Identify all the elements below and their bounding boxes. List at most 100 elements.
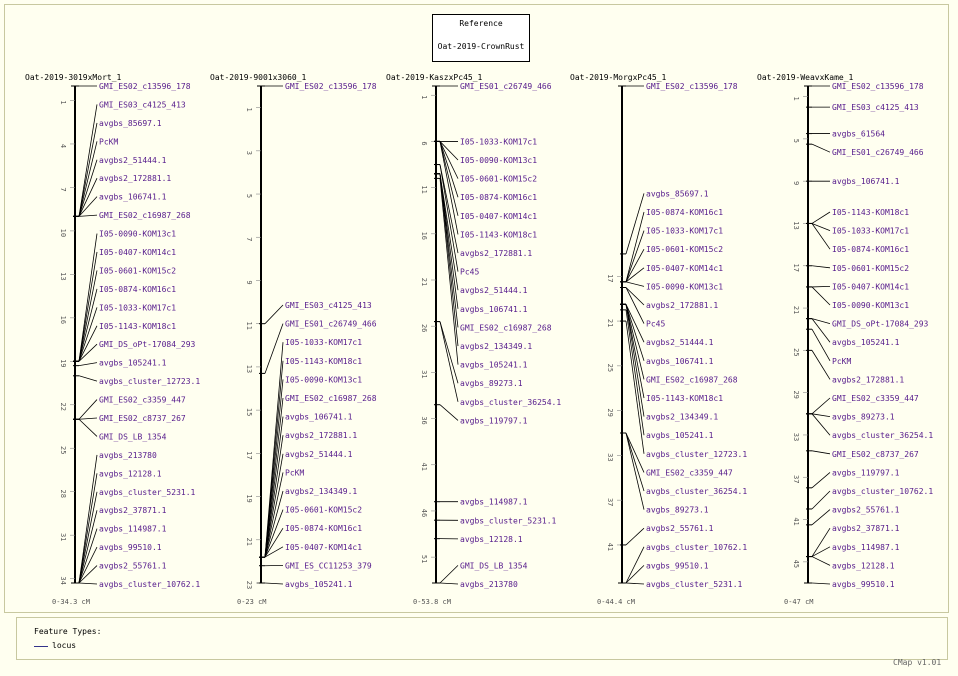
feature-label[interactable]: I05-0874-KOM16c1 (99, 285, 176, 294)
feature-label[interactable]: avgbs2_55761.1 (646, 524, 714, 533)
feature-label[interactable]: I05-1143-KOM18c1 (646, 394, 723, 403)
feature-label[interactable]: avgbs_105241.1 (285, 580, 353, 589)
feature-label[interactable]: GMI_ES03_c4125_413 (832, 103, 919, 112)
feature-label[interactable]: avgbs_106741.1 (460, 305, 528, 314)
feature-label[interactable]: I05-1143-KOM18c1 (832, 208, 909, 217)
feature-label[interactable]: avgbs_106741.1 (99, 193, 167, 202)
feature-label[interactable]: avgbs_106741.1 (646, 357, 714, 366)
feature-label[interactable]: GMI_ES02_c8737_267 (832, 450, 919, 459)
feature-label[interactable]: avgbs_cluster_12723.1 (646, 450, 747, 459)
feature-label[interactable]: avgbs_85697.1 (99, 119, 162, 128)
feature-label[interactable]: avgbs_99510.1 (646, 561, 709, 570)
feature-label[interactable]: I05-0407-KOM14c1 (99, 248, 176, 257)
feature-label[interactable]: I05-0090-KOM13c1 (460, 156, 537, 165)
feature-label[interactable]: avgbs2_51444.1 (99, 156, 167, 165)
feature-label[interactable]: I05-0090-KOM13c1 (832, 301, 909, 310)
feature-label[interactable]: I05-0407-KOM14c1 (832, 282, 909, 291)
feature-label[interactable]: avgbs_105241.1 (646, 431, 714, 440)
map-title[interactable]: Oat-2019-KaszxPc45_1 (386, 73, 483, 82)
feature-label[interactable]: avgbs_119797.1 (460, 416, 528, 425)
feature-label[interactable]: GMI_ES02_c13596_178 (285, 82, 377, 91)
feature-label[interactable]: avgbs2_51444.1 (460, 286, 528, 295)
feature-label[interactable]: avgbs_89273.1 (460, 379, 523, 388)
feature-label[interactable]: avgbs_106741.1 (285, 413, 353, 422)
feature-label[interactable]: avgbs_105241.1 (832, 338, 900, 347)
map-title[interactable]: Oat-2019-MorgxPc45_1 (570, 73, 667, 82)
feature-label[interactable]: avgbs2_55761.1 (99, 562, 167, 571)
feature-label[interactable]: avgbs_99510.1 (832, 580, 895, 589)
feature-label[interactable]: I05-1033-KOM17c1 (646, 227, 723, 236)
feature-label[interactable]: avgbs_89273.1 (832, 413, 895, 422)
feature-label[interactable]: avgbs2_172881.1 (646, 301, 718, 310)
feature-label[interactable]: I05-0407-KOM14c1 (285, 543, 362, 552)
feature-label[interactable]: GMI_ES02_c3359_447 (99, 396, 186, 405)
feature-label[interactable]: avgbs_cluster_10762.1 (99, 580, 200, 589)
feature-label[interactable]: GMI_ES02_c16987_268 (285, 394, 377, 403)
feature-label[interactable]: I05-0601-KOM15c2 (99, 266, 176, 275)
feature-label[interactable]: I05-0601-KOM15c2 (646, 245, 723, 254)
feature-label[interactable]: I05-0601-KOM15c2 (832, 264, 909, 273)
feature-label[interactable]: GMI_DS_LB_1354 (460, 561, 528, 570)
feature-label[interactable]: GMI_ES01_c26749_466 (832, 148, 924, 157)
feature-label[interactable]: GMI_DS_oPt-17084_293 (832, 320, 929, 329)
feature-label[interactable]: I05-1143-KOM18c1 (460, 230, 537, 239)
feature-label[interactable]: avgbs_85697.1 (646, 189, 709, 198)
feature-label[interactable]: GMI_ES01_c26749_466 (285, 320, 377, 329)
feature-label[interactable]: GMI_ES02_c13596_178 (99, 82, 191, 91)
feature-label[interactable]: avgbs_105241.1 (460, 361, 528, 370)
feature-label[interactable]: I05-0601-KOM15c2 (460, 175, 537, 184)
feature-label[interactable]: avgbs_cluster_10762.1 (832, 487, 933, 496)
feature-label[interactable]: PcKM (285, 468, 304, 477)
map-title[interactable]: Oat-2019-3019xMort_1 (25, 73, 122, 82)
feature-label[interactable]: I05-1143-KOM18c1 (285, 357, 362, 366)
feature-label[interactable]: Pc45 (460, 268, 479, 277)
feature-label[interactable]: GMI_ES02_c3359_447 (646, 468, 733, 477)
feature-label[interactable]: I05-0090-KOM13c1 (99, 230, 176, 239)
feature-label[interactable]: avgbs2_55761.1 (832, 506, 900, 515)
feature-label[interactable]: I05-1033-KOM17c1 (285, 338, 362, 347)
feature-label[interactable]: avgbs_12128.1 (832, 561, 895, 570)
feature-label[interactable]: PcKM (832, 357, 851, 366)
reference-map-box[interactable]: Reference Oat-2019-CrownRust (432, 14, 530, 62)
feature-label[interactable]: GMI_ES02_c13596_178 (832, 82, 924, 91)
feature-label[interactable]: avgbs_cluster_5231.1 (646, 580, 743, 589)
feature-label[interactable]: I05-0090-KOM13c1 (285, 375, 362, 384)
feature-label[interactable]: GMI_ES02_c3359_447 (832, 394, 919, 403)
feature-label[interactable]: GMI_ES02_c13596_178 (646, 82, 738, 91)
feature-label[interactable]: I05-0407-KOM14c1 (646, 264, 723, 273)
feature-label[interactable]: avgbs_cluster_36254.1 (460, 398, 561, 407)
feature-label[interactable]: GMI_ES03_c4125_413 (285, 301, 372, 310)
feature-label[interactable]: avgbs2_51444.1 (646, 338, 714, 347)
feature-label[interactable]: avgbs_119797.1 (832, 468, 900, 477)
feature-label[interactable]: avgbs2_172881.1 (285, 431, 357, 440)
feature-label[interactable]: avgbs_114987.1 (832, 543, 900, 552)
feature-label[interactable]: avgbs_105241.1 (99, 359, 167, 368)
feature-label[interactable]: I05-0601-KOM15c2 (285, 506, 362, 515)
feature-label[interactable]: avgbs2_51444.1 (285, 450, 353, 459)
feature-label[interactable]: GMI_DS_oPt-17084_293 (99, 340, 196, 349)
feature-label[interactable]: I05-0090-KOM13c1 (646, 282, 723, 291)
feature-label[interactable]: GMI_ES_CC11253_379 (285, 561, 372, 570)
map-title[interactable]: Oat-2019-WeavxKame_1 (757, 73, 854, 82)
feature-label[interactable]: avgbs2_172881.1 (832, 375, 904, 384)
feature-label[interactable]: GMI_ES02_c16987_268 (646, 375, 738, 384)
feature-label[interactable]: avgbs_89273.1 (646, 506, 709, 515)
map-title[interactable]: Oat-2019-9001x3060_1 (210, 73, 307, 82)
feature-label[interactable]: avgbs_cluster_10762.1 (646, 543, 747, 552)
feature-label[interactable]: avgbs_cluster_36254.1 (646, 487, 747, 496)
feature-label[interactable]: I05-0874-KOM16c1 (460, 193, 537, 202)
feature-label[interactable]: I05-1143-KOM18c1 (99, 322, 176, 331)
feature-label[interactable]: avgbs_213780 (460, 580, 518, 589)
feature-label[interactable]: Pc45 (646, 320, 665, 329)
feature-label[interactable]: avgbs_114987.1 (460, 498, 528, 507)
feature-label[interactable]: GMI_ES02_c16987_268 (460, 323, 552, 332)
feature-label[interactable]: I05-0874-KOM16c1 (285, 524, 362, 533)
feature-label[interactable]: avgbs2_134349.1 (646, 413, 718, 422)
feature-label[interactable]: GMI_ES02_c16987_268 (99, 211, 191, 220)
feature-label[interactable]: avgbs_114987.1 (99, 525, 167, 534)
feature-label[interactable]: I05-1033-KOM17c1 (99, 303, 176, 312)
feature-label[interactable]: GMI_ES03_c4125_413 (99, 100, 186, 109)
feature-label[interactable]: avgbs2_37871.1 (99, 506, 167, 515)
feature-label[interactable]: avgbs_cluster_36254.1 (832, 431, 933, 440)
feature-label[interactable]: avgbs_61564 (832, 130, 885, 139)
